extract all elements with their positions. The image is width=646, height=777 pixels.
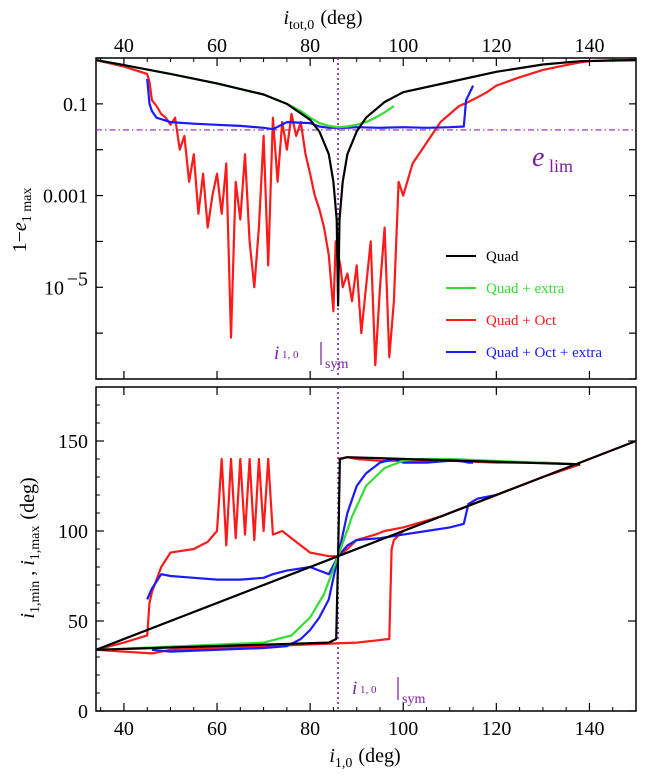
bottom-x-tick-label: 140 [574,718,604,740]
bottom-x-axis-label: i1,0 (deg) [329,745,400,771]
top-series-quad-extra [96,59,395,129]
svg-text:i 1, 0: i 1, 0 [352,678,377,699]
bottom-x-tick-label: 60 [207,718,227,740]
e-lim-label: e lim [532,142,573,176]
top-axis-ticks: 40 60 80 100 120 140 0.1 0.001 10 −5 [43,35,637,380]
top-sym-i: i [274,343,279,364]
top-y-label-sub: 1 max [20,188,35,223]
bottom-series-quad-min-max-path-1 [337,439,636,558]
bottom-y-tick-label: 50 [68,611,88,633]
bottom-y-label-i1: i [17,613,39,619]
bottom-y-tick-label: 100 [58,521,88,543]
top-series-quad-oct-extra [146,78,475,131]
bottom-x-tick-label: 80 [300,718,320,740]
bottom-sym-sub: 1, 0 [357,684,377,696]
bottom-y-tick-label: 0 [78,701,88,723]
top-panel-frame [95,57,637,380]
top-x-tick-label: 140 [574,35,604,57]
top-x-axis-label: itot,0 (deg) [283,7,362,33]
bottom-y-label-sub2: 1,max [28,526,43,561]
e-lim-sub: lim [544,156,573,176]
bottom-axis-ticks: 40 60 80 100 120 140 0 50 100 150 [58,386,637,740]
top-x-tick-label: 120 [481,35,511,57]
top-x-axis-label-sub: tot,0 [289,18,314,33]
bottom-series-quad-oct-extra-path-0 [146,457,474,600]
top-sym-post: sym [325,357,348,372]
legend-label-quad-oct-extra: Quad + Oct + extra [486,345,602,361]
bottom-x-label-i: i [329,745,335,767]
top-sym-sub: 1, 0 [279,349,299,361]
legend-label-quad-extra: Quad + extra [486,281,565,297]
bottom-y-axis-label: i1,min , i1,max(deg) [17,477,43,618]
top-series-quad-oct [96,59,636,367]
legend: Quad Quad + extra Quad + Oct Quad + Oct + e… [446,249,602,361]
top-y-tick-label: 10 [44,277,64,299]
top-y-tick-label-exponent: −5 [67,268,88,290]
bottom-series-quad-min-max-path-0 [96,555,339,651]
bottom-panel-frame [95,386,637,712]
legend-label-quad-oct: Quad + Oct [486,313,557,329]
bottom-x-label-unit: (deg) [358,745,400,767]
bottom-plot-area [96,387,636,711]
top-y-label-e: e [9,222,31,231]
bottom-x-tick-label: 40 [114,718,134,740]
bottom-y-label-unit: (deg) [17,477,39,519]
bottom-sym-label: i 1, 0 sym [352,677,425,707]
top-y-tick-label: 0.1 [63,94,88,116]
top-y-label-pre: 1− [9,231,31,252]
bottom-x-tick-label: 120 [481,718,511,740]
bottom-y-tick-label: 150 [58,431,88,453]
legend-label-quad: Quad [486,249,519,265]
bottom-x-label-sub: 1,0 [335,756,353,771]
top-y-tick-label: 0.001 [43,186,88,208]
top-x-tick-label: 100 [388,35,418,57]
top-sym-label: i 1, 0 sym [274,342,348,372]
bottom-sym-i: i [352,678,357,699]
e-lim-e: e [532,142,544,173]
top-x-axis-label-unit: (deg) [320,7,362,29]
top-x-tick-label: 80 [300,35,320,57]
top-plot-area [96,58,636,379]
bottom-sym-post: sym [402,692,425,707]
bottom-y-label-sub1: 1,min [28,581,43,613]
bottom-y-label-i2: i [17,560,39,566]
bottom-series-quad-oct-extra-path-1 [151,493,497,653]
top-x-tick-label: 40 [114,35,134,57]
top-x-axis-label-main: i [283,7,289,29]
bottom-x-tick-label: 100 [388,718,418,740]
top-y-axis-label: 1−e1 max [9,188,35,253]
bottom-y-label-sep: , [17,566,39,581]
top-series-quad [96,59,636,307]
svg-text:i 1, 0: i 1, 0 [274,343,299,364]
top-x-tick-label: 60 [207,35,227,57]
bottom-series-quad-min-max-path-2 [96,456,581,651]
